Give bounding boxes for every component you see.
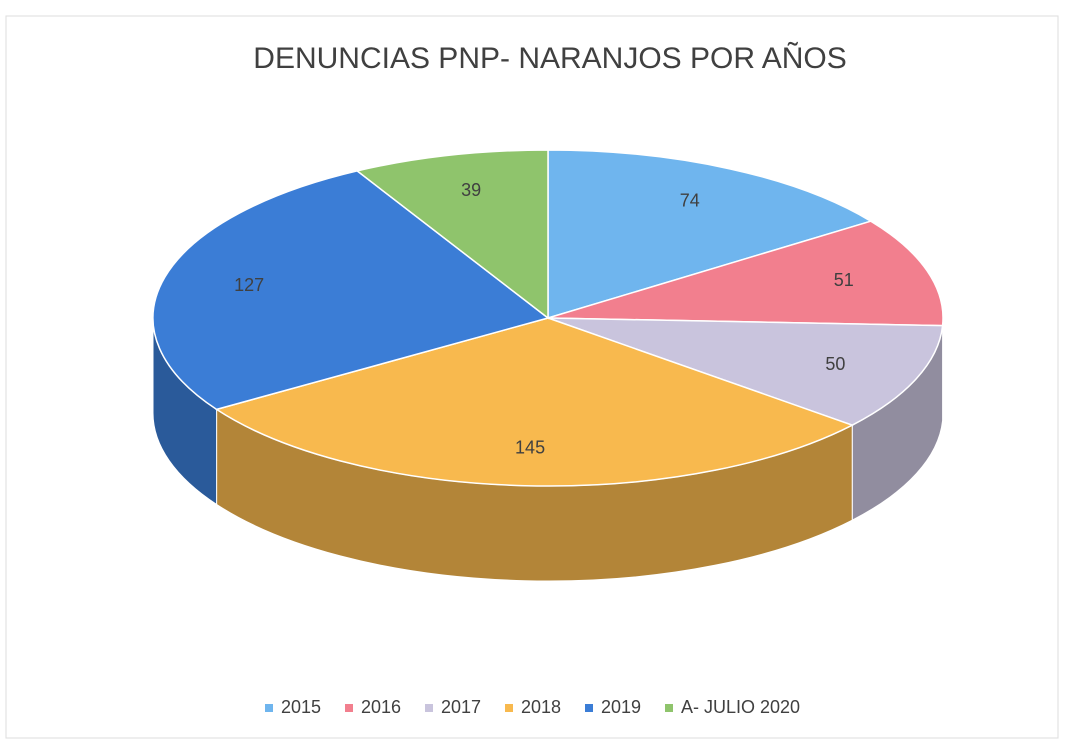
- slice: [214, 317, 855, 487]
- legend-swatch: [425, 704, 433, 712]
- legend-swatch: [265, 704, 273, 712]
- data-label: 51: [834, 270, 854, 290]
- legend-label: 2019: [601, 697, 641, 717]
- legend-label: 2016: [361, 697, 401, 717]
- slice: [547, 149, 873, 320]
- slice: [547, 317, 944, 426]
- legend-label: A- JULIO 2020: [681, 697, 800, 717]
- data-label: 39: [461, 180, 481, 200]
- chart-title: DENUNCIAS PNP- NARANJOS POR AÑOS: [253, 41, 846, 75]
- data-label: 145: [515, 438, 545, 458]
- legend-label: 2015: [281, 697, 321, 717]
- data-label: 74: [680, 190, 700, 210]
- legend-swatch: [505, 704, 513, 712]
- legend-label: 2017: [441, 697, 481, 717]
- pie-sides: [152, 317, 944, 582]
- legend-swatch: [585, 704, 593, 712]
- slice: [547, 220, 944, 327]
- legend-swatch: [345, 704, 353, 712]
- legend-label: 2018: [521, 697, 561, 717]
- legend: 2015 2016 2017 2018 2019 A- JULIO 2020: [265, 697, 800, 717]
- pie: 74 51 50 145 127 39: [152, 149, 944, 582]
- data-label: 50: [825, 354, 845, 374]
- data-label: 127: [234, 275, 264, 295]
- legend-swatch: [665, 704, 673, 712]
- slice: [152, 170, 550, 411]
- slice: [355, 149, 549, 320]
